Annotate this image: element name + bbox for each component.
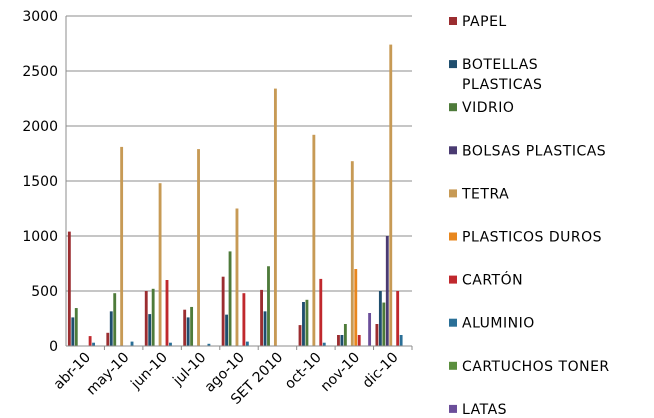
bar-papel bbox=[183, 309, 187, 346]
legend-swatch bbox=[449, 103, 457, 112]
gridlines bbox=[66, 15, 412, 292]
legend-label: BOTELLAS PLASTICAS bbox=[462, 57, 542, 93]
y-tick-label: 2500 bbox=[22, 64, 58, 80]
bar-aluminio bbox=[399, 335, 403, 346]
y-tick-label: 1000 bbox=[22, 229, 58, 245]
legend-swatch bbox=[449, 232, 457, 241]
bar-botellas-plasticas bbox=[186, 317, 190, 346]
legend-label: VIDRIO bbox=[462, 100, 514, 116]
bar-cart-n bbox=[242, 293, 246, 346]
bar-papel bbox=[260, 289, 263, 346]
legend-swatch bbox=[449, 146, 457, 155]
bar-papel bbox=[144, 291, 148, 346]
bar-tetra bbox=[120, 146, 124, 346]
bar-vidrio bbox=[305, 299, 309, 346]
x-tick-label: dic-10 bbox=[360, 350, 402, 392]
x-tick-label: nov-10 bbox=[318, 350, 363, 395]
bar-aluminio bbox=[130, 341, 134, 346]
y-tick-label: 1500 bbox=[22, 174, 58, 190]
y-tick-label: 0 bbox=[49, 339, 58, 355]
y-tick-label: 500 bbox=[31, 284, 58, 300]
legend-swatch bbox=[449, 404, 457, 413]
bar-tetra bbox=[312, 134, 316, 346]
bar-botellas-plasticas bbox=[378, 291, 382, 346]
bar-aluminio bbox=[207, 343, 211, 346]
bar-vidrio bbox=[113, 293, 117, 346]
bar-cart-n bbox=[88, 336, 92, 346]
bar-botellas-plasticas bbox=[340, 335, 344, 346]
bar-vidrio bbox=[267, 266, 270, 346]
legend-label: TETRA bbox=[461, 186, 509, 202]
bar-plasticos-duros bbox=[354, 269, 358, 346]
bar-cart-n bbox=[357, 335, 361, 346]
bar-botellas-plasticas bbox=[263, 311, 267, 346]
bar-cart-n bbox=[165, 280, 169, 346]
legend-label: LATAS bbox=[462, 402, 507, 418]
bar-tetra bbox=[389, 44, 393, 346]
bar-tetra bbox=[350, 161, 354, 346]
bar-botellas-plasticas bbox=[225, 314, 229, 346]
legend-label: PLASTICOS DUROS bbox=[462, 230, 602, 246]
bar-vidrio bbox=[382, 302, 386, 346]
legend-swatch bbox=[449, 275, 457, 284]
bar-cart-n bbox=[396, 291, 400, 346]
bar-vidrio bbox=[343, 324, 347, 346]
bar-papel bbox=[221, 276, 225, 346]
bar-vidrio bbox=[151, 288, 155, 346]
legend-swatch bbox=[449, 361, 457, 370]
bar-papel bbox=[337, 335, 340, 346]
legend-swatch bbox=[449, 189, 457, 198]
y-tick-label: 3000 bbox=[22, 9, 58, 25]
bar-tetra bbox=[158, 183, 162, 346]
bar-papel bbox=[375, 324, 379, 346]
bar-tetra bbox=[197, 149, 200, 346]
bar-vidrio bbox=[228, 251, 232, 346]
bar-bolsas-plasticas bbox=[385, 236, 389, 346]
legend-label: ALUMINIO bbox=[462, 316, 535, 332]
legend-label: CARTUCHOS TONER bbox=[462, 359, 610, 375]
legend: PAPEL BOTELLAS PLASTICAS VIDRIO BOLSAS PLAST… bbox=[449, 14, 610, 418]
bar-aluminio bbox=[169, 342, 172, 346]
bar-botellas-plasticas bbox=[71, 317, 75, 346]
bar-papel bbox=[67, 231, 71, 346]
x-tick-label: oct-10 bbox=[282, 350, 325, 393]
bar-tetra bbox=[235, 208, 239, 346]
bar-latas bbox=[368, 313, 372, 346]
bar-vidrio bbox=[74, 308, 78, 346]
legend-swatch bbox=[449, 318, 457, 327]
legend-label: CARTÓN bbox=[462, 271, 523, 289]
bar-botellas-plasticas bbox=[109, 311, 113, 346]
bar-aluminio bbox=[245, 341, 249, 346]
bar-botellas-plasticas bbox=[148, 314, 152, 346]
bar-aluminio bbox=[322, 342, 326, 346]
legend-label: BOLSAS PLASTICAS bbox=[462, 143, 606, 159]
bar-aluminio bbox=[92, 342, 95, 346]
bar-botellas-plasticas bbox=[302, 302, 305, 346]
bar-tetra bbox=[273, 88, 277, 346]
legend-swatch bbox=[449, 17, 457, 25]
bar-papel bbox=[298, 325, 302, 346]
x-tick-label: jun-10 bbox=[127, 350, 170, 393]
legend-label: PAPEL bbox=[462, 14, 507, 30]
bar-papel bbox=[106, 332, 110, 346]
y-tick-label: 2000 bbox=[22, 119, 58, 135]
bars bbox=[67, 44, 403, 346]
legend-swatch bbox=[449, 60, 457, 69]
x-tick-label: may-10 bbox=[84, 350, 133, 399]
bar-vidrio bbox=[190, 306, 194, 346]
bar-cart-n bbox=[319, 278, 323, 346]
